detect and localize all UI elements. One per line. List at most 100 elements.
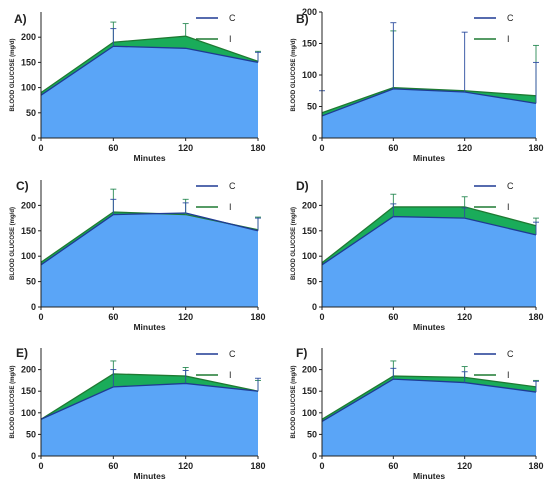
y-axis-label: BLOOD GLUCOSE (mg/d) [291, 366, 297, 439]
x-tick-label: 120 [178, 312, 193, 322]
area-C [41, 213, 258, 307]
x-tick-label: 0 [38, 143, 43, 153]
line-I [321, 375, 537, 420]
y-tick-label: 100 [302, 408, 317, 418]
x-axis-label: Minutes [133, 322, 165, 332]
line-C [321, 88, 537, 117]
y-tick-label: 150 [21, 226, 36, 236]
chart-panel-5: 0 60 120 180 0 50 100 150 200 Minutes BLOOD GLUCOS… [10, 346, 266, 481]
chart-panel-3: 0 60 120 180 0 50 100 150 200 Minutes BLOOD GLUCOS… [10, 179, 266, 332]
chart-panel-4: 0 60 120 180 0 50 100 150 200 Minutes BLOOD GLUCOS… [291, 179, 544, 332]
y-tick-label: 200 [21, 365, 36, 375]
x-tick-label: 60 [388, 143, 398, 153]
y-tick-label: 50 [307, 277, 317, 287]
y-tick-label: 0 [31, 133, 36, 143]
chart-panel-6: 0 60 120 180 0 50 100 150 200 Minutes BLOOD GLUCOS… [291, 346, 544, 481]
line-I [40, 373, 259, 420]
x-tick-label: 0 [319, 143, 324, 153]
x-tick-label: 120 [457, 143, 472, 153]
y-tick-label: 100 [21, 408, 36, 418]
y-tick-label: 200 [302, 365, 317, 375]
y-tick-label: 50 [26, 429, 36, 439]
y-tick-label: 150 [302, 386, 317, 396]
chart-panel-1: 0 60 120 180 0 50 100 150 200 Minutes BLOOD GLUCOS… [10, 12, 266, 163]
x-axis-label: Minutes [413, 153, 445, 163]
panel-title: C) [16, 179, 29, 193]
y-tick-label: 100 [21, 83, 36, 93]
legend-label-C: C [229, 181, 236, 191]
y-tick-label: 150 [302, 39, 317, 49]
x-tick-label: 180 [250, 461, 265, 471]
y-tick-label: 150 [302, 226, 317, 236]
y-tick-label: 0 [312, 133, 317, 143]
x-tick-label: 120 [457, 312, 472, 322]
legend-label-C: C [507, 13, 514, 23]
y-tick-label: 100 [21, 251, 36, 261]
line-C [321, 215, 537, 266]
panel-title: B) [296, 12, 309, 26]
line-C [321, 378, 537, 422]
y-axis-label: BLOOD GLUCOSE (mg/d) [291, 207, 297, 280]
x-tick-label: 120 [457, 461, 472, 471]
x-tick-label: 60 [108, 143, 118, 153]
y-tick-label: 100 [302, 70, 317, 80]
chart-panel-2: 0 60 120 180 0 50 100 150 200 Minutes BLOOD GLUCOS… [291, 7, 544, 163]
legend-label-C: C [229, 349, 236, 359]
x-tick-label: 60 [108, 312, 118, 322]
area-C [322, 216, 536, 307]
x-tick-label: 0 [38, 312, 43, 322]
y-axis-label: BLOOD GLUCOSE (mg/d) [291, 39, 297, 112]
y-axis-label: BLOOD GLUCOSE (mg/d) [10, 39, 16, 112]
line-I [40, 35, 259, 94]
x-axis-label: Minutes [413, 471, 445, 481]
x-tick-label: 60 [108, 461, 118, 471]
x-axis-label: Minutes [133, 153, 165, 163]
x-axis-label: Minutes [413, 322, 445, 332]
y-tick-label: 200 [21, 32, 36, 42]
x-tick-label: 60 [388, 461, 398, 471]
legend-label-C: C [507, 181, 514, 191]
x-tick-label: 60 [388, 312, 398, 322]
line-I [321, 206, 537, 264]
legend-label-I: I [507, 34, 510, 44]
y-tick-label: 200 [302, 7, 317, 17]
x-tick-label: 120 [178, 143, 193, 153]
y-axis-label: BLOOD GLUCOSE (mg/d) [10, 207, 16, 280]
x-tick-label: 0 [319, 312, 324, 322]
y-tick-label: 50 [307, 429, 317, 439]
legend-label-I: I [507, 370, 510, 380]
legend-label-I: I [507, 202, 510, 212]
panel-title: E) [16, 346, 28, 360]
x-tick-label: 180 [528, 312, 543, 322]
y-tick-label: 0 [312, 451, 317, 461]
y-tick-label: 200 [21, 200, 36, 210]
area-C [41, 46, 258, 138]
area-C [41, 383, 258, 456]
legend-label-C: C [507, 349, 514, 359]
y-tick-label: 100 [302, 251, 317, 261]
y-tick-label: 200 [302, 200, 317, 210]
panel-title: A) [14, 12, 27, 26]
area-C [322, 88, 536, 138]
y-tick-label: 0 [31, 451, 36, 461]
x-tick-label: 120 [178, 461, 193, 471]
panel-title: D) [296, 179, 309, 193]
x-axis-label: Minutes [133, 471, 165, 481]
x-tick-label: 180 [250, 143, 265, 153]
line-C [40, 382, 259, 420]
x-tick-label: 180 [250, 312, 265, 322]
legend-label-C: C [229, 13, 236, 23]
x-tick-label: 0 [38, 461, 43, 471]
y-axis-label: BLOOD GLUCOSE (mg/d) [10, 366, 16, 439]
line-C [40, 212, 259, 266]
x-tick-label: 0 [319, 461, 324, 471]
y-tick-label: 0 [31, 302, 36, 312]
legend-label-I: I [229, 370, 232, 380]
y-tick-label: 0 [312, 302, 317, 312]
panel-title: F) [296, 346, 307, 360]
legend-label-I: I [229, 202, 232, 212]
y-tick-label: 50 [307, 102, 317, 112]
x-tick-label: 180 [528, 461, 543, 471]
line-I [321, 86, 537, 114]
